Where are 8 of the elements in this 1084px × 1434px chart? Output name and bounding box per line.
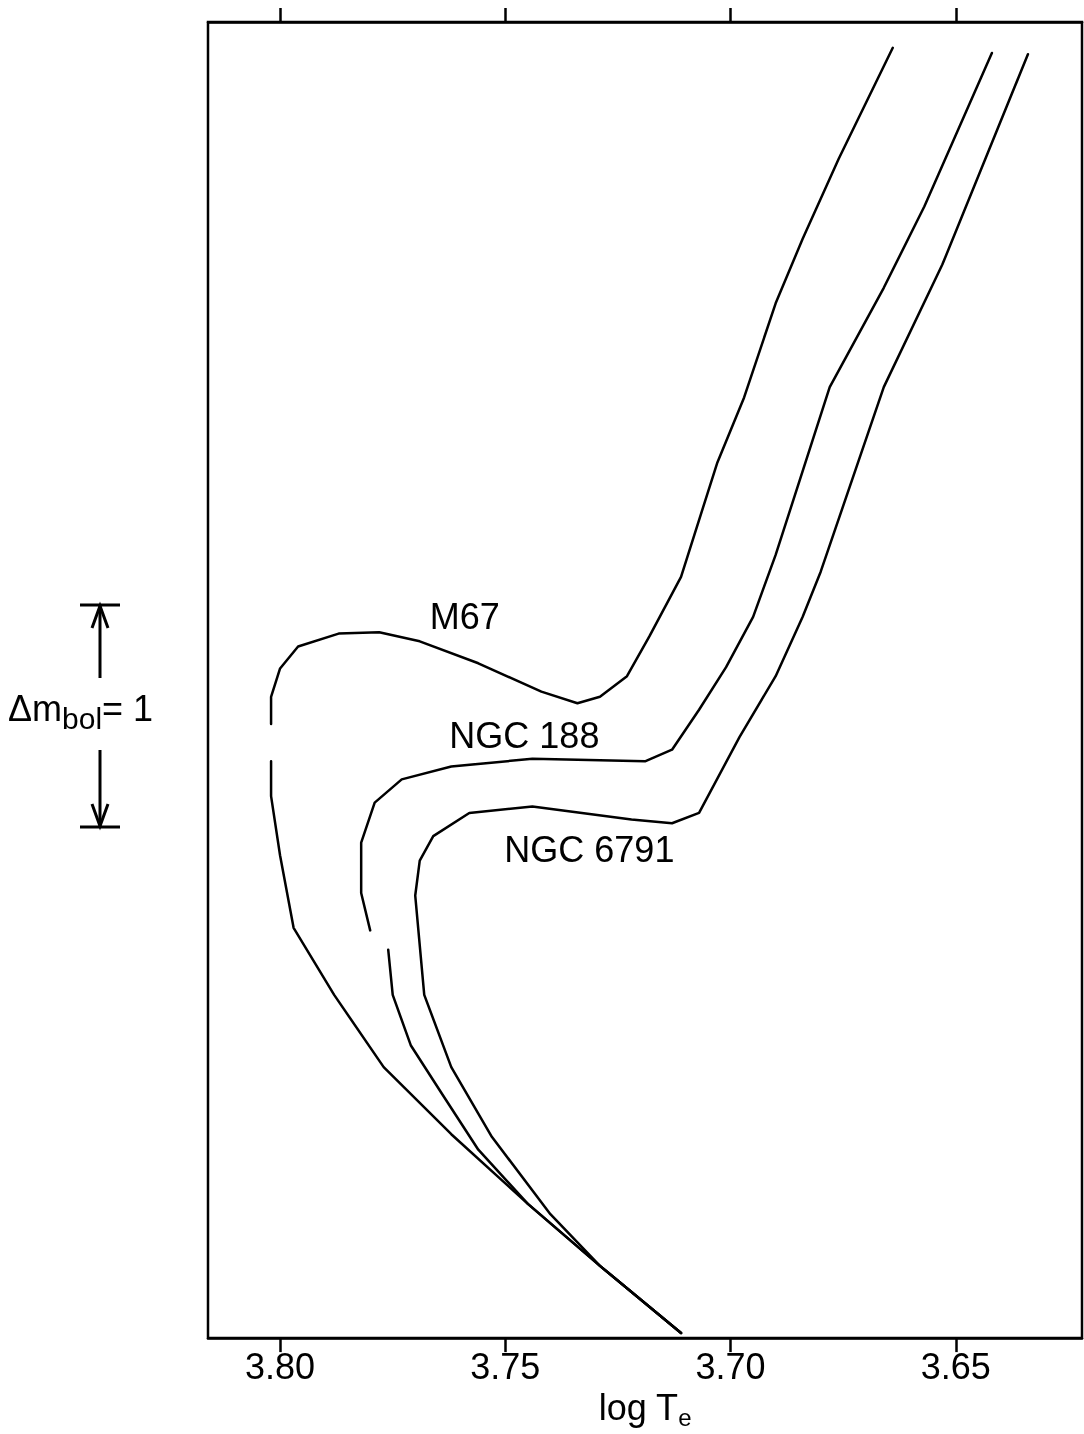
x-tick-label: 3.80 [245, 1345, 316, 1387]
series-label: NGC 188 [449, 715, 600, 757]
x-tick-label: 3.75 [470, 1345, 541, 1387]
series-label: M67 [429, 595, 500, 637]
x-tick-label: 3.65 [920, 1345, 991, 1387]
x-tick-label: 3.70 [695, 1345, 766, 1387]
text: Δm$_{bol}$= 1 [8, 688, 154, 736]
series-label: NGC 6791 [504, 829, 675, 870]
